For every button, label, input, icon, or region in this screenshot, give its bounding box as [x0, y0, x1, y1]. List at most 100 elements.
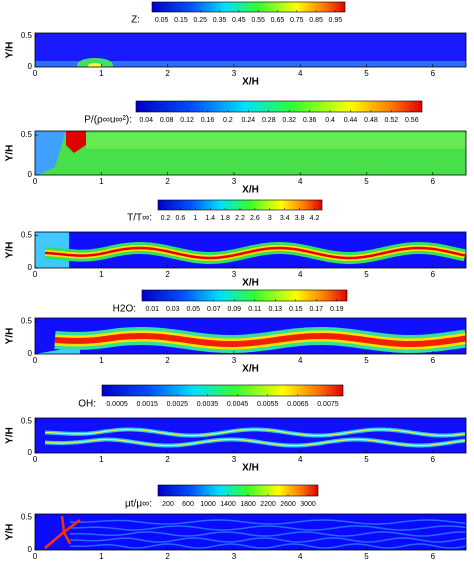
colorbar-tick-label: 0.36: [303, 117, 317, 124]
x-axis-label: X/H: [242, 77, 259, 88]
colorbar: [157, 484, 319, 497]
plot-frame: [34, 317, 467, 355]
field-feature: [44, 515, 81, 549]
x-tick-label: 1: [99, 356, 104, 365]
colorbar: [141, 289, 348, 302]
x-axis-label: X/H: [242, 463, 259, 474]
colorbar-tick-label: 0.85: [309, 17, 323, 24]
x-tick-label: 4: [298, 552, 303, 561]
x-tick-label: 1: [99, 177, 104, 186]
colorbar-tick-label: 3.8: [295, 215, 305, 222]
colorbar-tick-label: 0.15: [174, 17, 188, 24]
colorbar-label: Z:: [131, 15, 140, 26]
x-tick-label: 6: [431, 69, 436, 78]
field-feature: [35, 61, 466, 67]
y-tick-label: 0.5: [21, 230, 33, 239]
colorbar-tick-label: 200: [162, 501, 174, 508]
colorbar-tick-label: 2.6: [250, 215, 260, 222]
colorbar-label: OH:: [78, 399, 96, 410]
y-tick-label: 0.5: [21, 130, 33, 139]
x-tick-label: 2: [165, 177, 170, 186]
x-tick-label: 6: [431, 356, 436, 365]
colorbar-tick-label: 1: [193, 215, 197, 222]
colorbar: [151, 1, 346, 13]
colorbar: [101, 384, 344, 397]
y-axis-label: Y/H: [5, 145, 16, 162]
colorbar-tick-label: 0.32: [282, 117, 296, 124]
colorbar-tick-label: 0.0015: [136, 401, 158, 408]
colorbar-label: H2O:: [113, 304, 136, 315]
x-tick-label: 6: [431, 552, 436, 561]
y-tick-label: 0: [28, 349, 33, 358]
x-tick-label: 6: [431, 270, 436, 279]
x-tick-label: 0: [33, 69, 38, 78]
colorbar-tick-label: 0.07: [207, 306, 221, 313]
colorbar-tick-label: 0.2: [223, 117, 233, 124]
contour-field: [35, 318, 466, 354]
x-tick-label: 4: [298, 455, 303, 464]
y-axis-label: Y/H: [5, 242, 16, 259]
colorbar-tick-label: 0.01: [145, 306, 159, 313]
colorbar-tick-label: 0.04: [139, 117, 153, 124]
x-tick-label: 2: [165, 69, 170, 78]
contour-field: [35, 131, 466, 175]
field-feature: [44, 438, 466, 447]
colorbar-tick-label: 0.28: [262, 117, 276, 124]
x-tick-label: 6: [431, 455, 436, 464]
y-axis-label: Y/H: [5, 328, 16, 345]
field-feature: [77, 58, 113, 67]
field-feature: [35, 131, 66, 175]
colorbar-tick-label: 3: [268, 215, 272, 222]
x-tick-label: 3: [232, 552, 237, 561]
colorbar-tick-label: 0.11: [248, 306, 261, 313]
colorbar-tick-label: 0.44: [344, 117, 358, 124]
x-tick-label: 3: [232, 455, 237, 464]
x-tick-label: 3: [232, 356, 237, 365]
x-tick-label: 0: [33, 356, 38, 365]
contour-field: [35, 418, 466, 453]
colorbar-tick-label: 0.45: [232, 17, 246, 24]
contour-field: [35, 514, 466, 550]
colorbar-tick-label: 0.16: [201, 117, 215, 124]
colorbar-tick-label: 4.2: [310, 215, 320, 222]
colorbar-tick-label: 0.65: [271, 17, 285, 24]
y-tick-label: 0: [28, 448, 33, 457]
colorbar-tick-label: 0.48: [364, 117, 378, 124]
field-feature: [69, 531, 466, 537]
field-feature: [86, 133, 466, 149]
x-tick-label: 1: [99, 455, 104, 464]
colorbar-tick-label: 0.2: [161, 215, 171, 222]
colorbar: [135, 100, 423, 113]
x-tick-label: 2: [165, 270, 170, 279]
plot-frame: [34, 417, 467, 454]
y-tick-label: 0.5: [21, 316, 33, 325]
colorbar-tick-label: 0.03: [166, 306, 180, 313]
colorbar-tick-label: 2.2: [235, 215, 245, 222]
colorbar-tick-label: 0.0005: [106, 401, 128, 408]
x-tick-label: 3: [232, 270, 237, 279]
x-tick-label: 1: [99, 69, 104, 78]
plot-frame: [34, 513, 467, 551]
colorbar-tick-label: 3.4: [280, 215, 290, 222]
colorbar-tick-label: 0.0075: [317, 401, 339, 408]
field-feature: [70, 525, 466, 531]
colorbar-tick-label: 0.0055: [257, 401, 279, 408]
colorbar-tick-label: 0.17: [309, 306, 323, 313]
field-feature: [70, 537, 466, 543]
x-tick-label: 0: [33, 455, 38, 464]
colorbar-tick-label: 1400: [220, 501, 236, 508]
x-tick-label: 4: [298, 356, 303, 365]
plot-frame: [34, 231, 467, 269]
field-feature: [66, 131, 86, 153]
colorbar-tick-label: 0.24: [242, 117, 256, 124]
colorbar-tick-label: 2200: [260, 501, 276, 508]
colorbar-tick-label: 600: [182, 501, 194, 508]
field-feature: [88, 63, 102, 67]
y-axis-label: Y/H: [5, 42, 16, 59]
colorbar-tick-label: 0.05: [155, 17, 169, 24]
y-axis-label: Y/H: [5, 524, 16, 541]
x-tick-label: 0: [33, 552, 38, 561]
x-tick-label: 2: [165, 356, 170, 365]
colorbar-tick-label: 1.4: [205, 215, 215, 222]
x-tick-label: 3: [232, 177, 237, 186]
